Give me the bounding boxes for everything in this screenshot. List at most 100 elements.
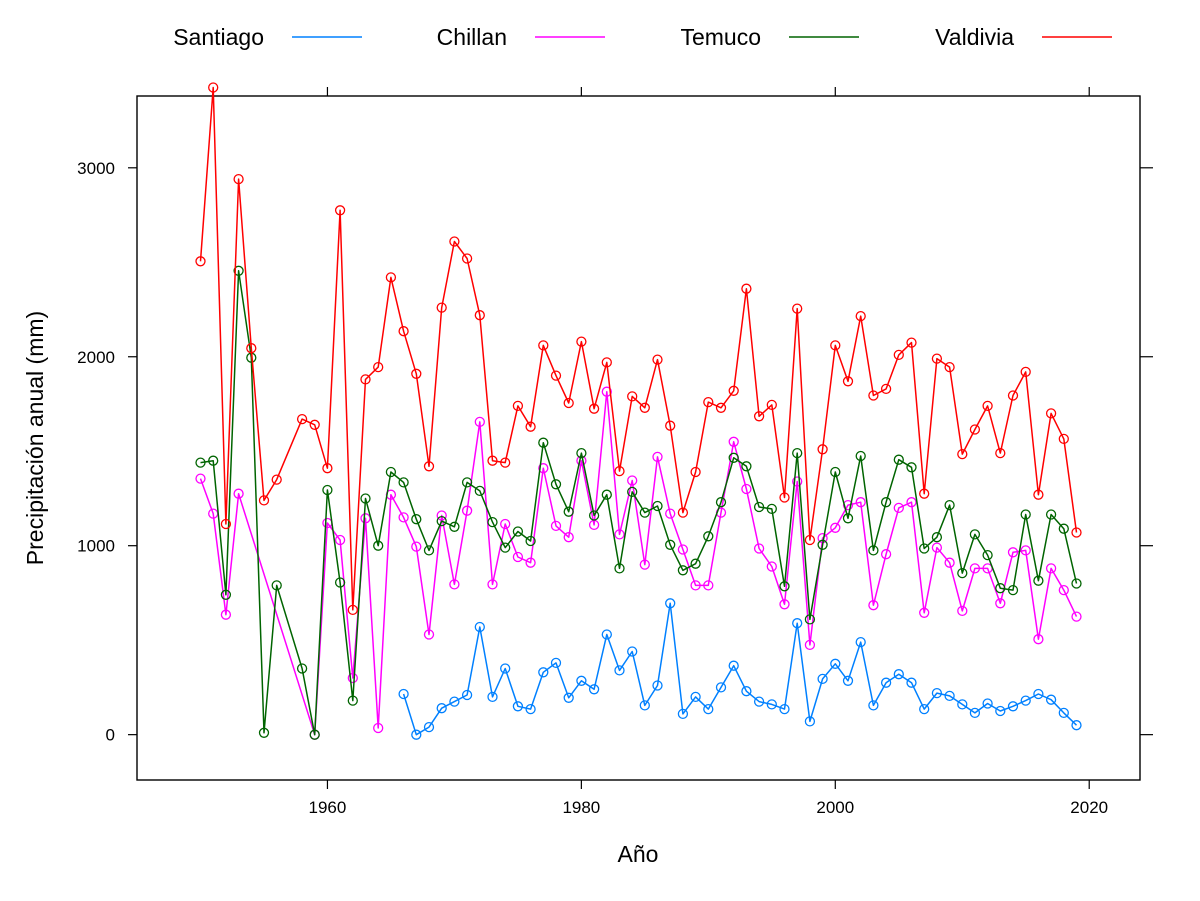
point-chillan-1963 (360, 513, 371, 524)
point-temuco-1975 (512, 526, 524, 537)
point-temuco-2013 (995, 583, 1006, 594)
point-valdivia-1953 (233, 173, 244, 185)
point-valdivia-1954 (246, 343, 257, 354)
legend-item-temuco: Temuco (680, 24, 859, 50)
point-chillan-1962 (347, 672, 358, 684)
point-chillan-2005 (893, 502, 904, 514)
point-temuco-2006 (906, 462, 917, 473)
point-santiago-1974 (500, 663, 511, 674)
point-chillan-1966 (398, 512, 409, 523)
point-valdivia-1963 (360, 374, 371, 385)
point-santiago-1987 (665, 598, 676, 609)
point-santiago-1977 (538, 667, 549, 678)
point-temuco-1966 (398, 477, 409, 488)
series-layer (195, 82, 1082, 740)
point-valdivia-1995 (766, 399, 777, 411)
point-temuco-1950 (195, 457, 206, 468)
point-valdivia-2016 (1033, 489, 1044, 500)
point-chillan-1997 (792, 476, 803, 487)
point-chillan-1998 (804, 639, 816, 651)
point-temuco-1989 (690, 558, 701, 569)
series-santiago (398, 598, 1082, 740)
y-tick-label-0: 0 (106, 726, 115, 745)
point-santiago-1966 (398, 688, 409, 700)
point-temuco-1991 (715, 497, 727, 508)
point-santiago-1969 (436, 703, 447, 714)
point-chillan-1964 (373, 722, 384, 734)
y-tick-label-1000: 1000 (77, 537, 115, 556)
point-chillan-1985 (639, 559, 650, 570)
point-valdivia-2009 (944, 361, 955, 373)
point-santiago-1997 (792, 618, 803, 629)
point-valdivia-1976 (525, 421, 536, 432)
point-santiago-1981 (588, 684, 600, 695)
x-axis-title: Año (618, 841, 659, 867)
point-valdivia-2008 (931, 353, 943, 364)
point-santiago-2012 (982, 698, 993, 709)
point-temuco-1963 (360, 493, 371, 504)
point-santiago-2006 (906, 677, 917, 688)
point-chillan-2014 (1007, 547, 1019, 558)
point-temuco-2002 (855, 450, 866, 462)
point-santiago-2003 (868, 700, 879, 711)
point-chillan-2006 (906, 497, 917, 508)
point-santiago-2007 (919, 703, 930, 715)
point-temuco-1973 (487, 516, 498, 528)
point-temuco-1970 (449, 521, 460, 532)
point-temuco-1993 (741, 461, 752, 472)
point-valdivia-2002 (855, 310, 866, 322)
series-temuco (195, 265, 1082, 740)
point-chillan-1986 (652, 451, 663, 463)
point-valdivia-1990 (703, 396, 714, 408)
point-temuco-1988 (677, 565, 689, 576)
point-santiago-2016 (1033, 688, 1044, 700)
point-chillan-1990 (703, 580, 714, 591)
point-chillan-2004 (880, 549, 892, 560)
point-valdivia-1987 (665, 420, 676, 431)
point-santiago-1975 (512, 701, 524, 712)
point-santiago-2005 (893, 669, 904, 680)
point-chillan-1994 (753, 543, 765, 554)
point-santiago-2019 (1071, 720, 1082, 731)
legend-item-valdivia: Valdivia (935, 24, 1112, 50)
point-temuco-2001 (842, 513, 854, 524)
point-chillan-2002 (855, 497, 866, 508)
point-temuco-2009 (944, 499, 955, 511)
point-santiago-2014 (1007, 701, 1019, 712)
point-temuco-1971 (461, 477, 473, 488)
point-chillan-2000 (830, 522, 841, 533)
point-santiago-2002 (855, 636, 866, 648)
point-temuco-1985 (639, 507, 650, 518)
point-temuco-2000 (830, 466, 841, 478)
point-santiago-1995 (766, 699, 777, 710)
point-temuco-1974 (500, 542, 511, 553)
point-chillan-2015 (1020, 545, 1031, 556)
point-valdivia-1998 (804, 534, 816, 546)
series-line-temuco (200, 270, 1078, 736)
point-chillan-1983 (614, 529, 625, 540)
point-santiago-1989 (690, 691, 701, 703)
point-chillan-1968 (423, 629, 435, 640)
point-temuco-2016 (1033, 575, 1044, 586)
point-chillan-1979 (563, 532, 574, 543)
point-valdivia-1981 (588, 403, 600, 414)
point-temuco-1979 (563, 506, 574, 517)
point-valdivia-2012 (982, 400, 993, 412)
point-valdivia-1985 (639, 402, 650, 413)
point-valdivia-1951 (208, 82, 219, 93)
point-temuco-2015 (1020, 509, 1031, 520)
point-temuco-1994 (753, 501, 765, 513)
point-santiago-2011 (969, 707, 981, 719)
point-valdivia-1950 (195, 256, 206, 267)
point-valdivia-2015 (1020, 366, 1031, 378)
point-temuco-2014 (1007, 584, 1019, 596)
point-valdivia-1992 (728, 385, 739, 396)
point-valdivia-1967 (411, 368, 422, 379)
point-santiago-1968 (423, 721, 435, 733)
series-chillan (195, 386, 1082, 740)
point-valdivia-2013 (995, 447, 1006, 459)
point-valdivia-2001 (842, 376, 854, 387)
point-chillan-1988 (677, 544, 689, 555)
y-tick-label-2000: 2000 (77, 348, 115, 367)
